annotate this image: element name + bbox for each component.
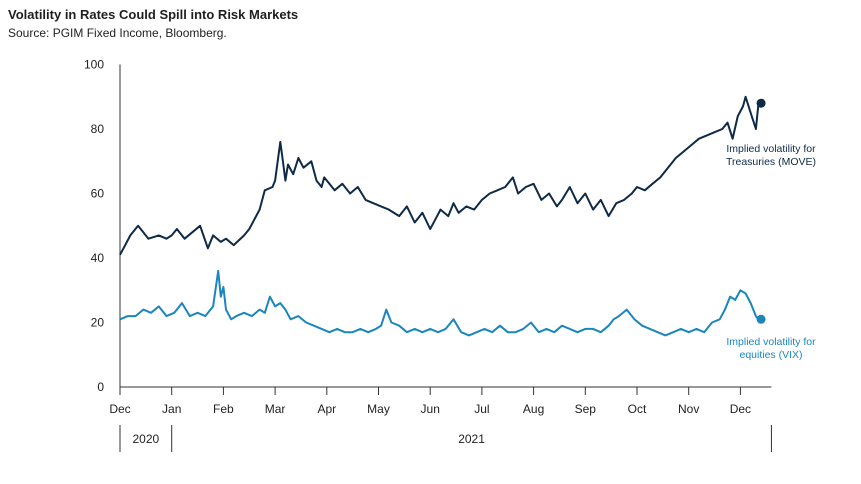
x-tick-label: Sep (575, 402, 597, 416)
x-tick-label: Mar (265, 402, 286, 416)
y-tick-label: 20 (91, 316, 105, 330)
y-tick-label: 40 (91, 251, 105, 265)
x-tick-label: Nov (678, 402, 699, 416)
x-tick-label: Jul (474, 402, 489, 416)
x-tick-label: Dec (730, 402, 751, 416)
chart-title: Volatility in Rates Could Spill into Ris… (8, 7, 299, 22)
y-tick-label: 0 (97, 380, 104, 394)
vix-series-end-marker (756, 314, 766, 324)
year-label: 2020 (132, 432, 159, 446)
axes: 0 20 40 60 80 100 Dec Jan Feb Mar Apr May Jun Jul Aug S… (84, 58, 772, 452)
series-annotation: Implied volatility for (726, 336, 816, 348)
move-series-end-marker (756, 98, 766, 108)
series-annotation: Implied volatility for (726, 143, 816, 155)
x-tick-label: Apr (317, 402, 336, 416)
chart-source: Source: PGIM Fixed Income, Bloomberg. (8, 26, 227, 40)
y-tick-label: 80 (91, 122, 105, 136)
move-series-line (119, 95, 760, 256)
x-tick-label: May (367, 402, 390, 416)
y-tick-label: 100 (84, 58, 104, 72)
series-lines (119, 95, 766, 337)
x-tick-label: Jan (162, 402, 181, 416)
year-label: 2021 (458, 432, 485, 446)
x-tick-label: Dec (109, 402, 130, 416)
series-annotation: Treasuries (MOVE) (726, 156, 816, 168)
x-tick-label: Feb (213, 402, 234, 416)
x-tick-label: Jun (421, 402, 440, 416)
series-annotation: equities (VIX) (739, 349, 802, 361)
y-tick-label: 60 (91, 187, 105, 201)
vix-series-line (119, 269, 760, 337)
x-tick-label: Oct (628, 402, 647, 416)
x-tick-label: Aug (523, 402, 544, 416)
